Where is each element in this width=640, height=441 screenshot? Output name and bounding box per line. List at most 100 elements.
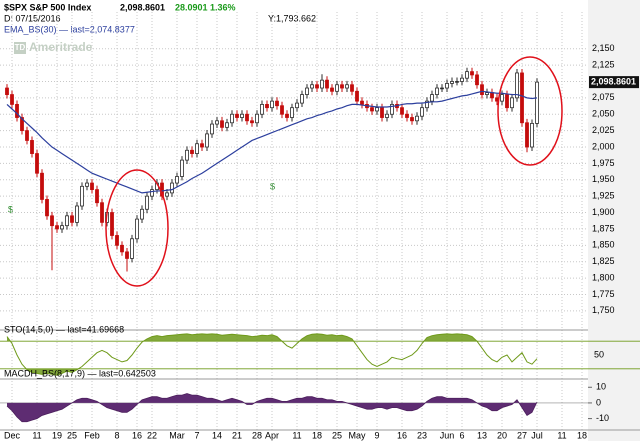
logo-box (14, 42, 26, 54)
candle-body (380, 107, 384, 118)
date-label: D: 07/15/2016 (4, 13, 61, 23)
candle-body (65, 215, 69, 227)
candle-body (415, 115, 419, 122)
candle-body (145, 195, 149, 210)
candle-body (505, 94, 509, 109)
candle-body (255, 113, 259, 124)
cursor-label: Y:1,793.662 (268, 13, 316, 23)
candle-body (170, 182, 174, 194)
candle-body (110, 212, 114, 236)
y-tick-label: 50 (594, 349, 604, 359)
x-tick-label: 11 (32, 430, 41, 440)
x-tick-label: Mar (169, 430, 185, 440)
logo: TD (15, 43, 26, 52)
y-tick-label: 2,075 (592, 92, 615, 102)
x-tick-label: 18 (312, 430, 322, 440)
macd-line (6, 393, 538, 423)
y-tick-label: 1,850 (592, 240, 615, 250)
candle-body (40, 172, 44, 200)
candle-body (125, 251, 129, 259)
highlight-circle (497, 56, 563, 166)
symbol-title: $SPX S&P 500 Index (4, 2, 91, 12)
candle-body (275, 100, 279, 107)
candle-body (530, 123, 534, 148)
candle-body (30, 140, 34, 154)
x-tick-label: 23 (417, 430, 427, 440)
candle-body (235, 113, 239, 118)
candle-body (55, 225, 59, 230)
x-tick-label: 6 (459, 430, 464, 440)
y-tick-label: 2,125 (592, 59, 615, 69)
candle-body (220, 120, 224, 128)
candle-body (340, 84, 344, 89)
candle-body (240, 113, 244, 118)
plot: Dec 11 19 25 Feb 8 16 22 Mar 7 14 21 28 Apr 11 18 25 May 9… (0, 12, 640, 440)
candle-body (175, 176, 179, 184)
candle-body (410, 117, 414, 122)
candle-body (315, 84, 319, 89)
x-tick-label: Dec (4, 430, 21, 440)
y-tick-label: 1,750 (592, 305, 615, 315)
y-tick-label: 1,875 (592, 223, 615, 233)
x-tick-label: 21 (232, 430, 242, 440)
candle-body (115, 235, 119, 246)
x-tick-label: Feb (84, 430, 100, 440)
candle-body (75, 205, 79, 223)
candle-body (150, 189, 154, 197)
y-tick-label: 0 (596, 397, 601, 407)
axis-panel (588, 0, 640, 441)
price-box-label: 2,098.8601 (591, 77, 636, 87)
candle-body (205, 133, 209, 148)
candle-body (300, 94, 304, 104)
candle-body (470, 71, 474, 76)
x-tick-label: 8 (114, 430, 119, 440)
candle-body (525, 122, 529, 148)
x-tick-label: Apr (265, 430, 279, 440)
candle-body (260, 104, 264, 115)
candle-body (10, 94, 14, 105)
y-tick-label: 1,825 (592, 256, 615, 266)
y-tick-label: 1,950 (592, 174, 615, 184)
candle-body (20, 117, 24, 132)
change: 28.0901 (175, 2, 208, 12)
candle-body (480, 84, 484, 95)
x-tick-label: 25 (67, 430, 77, 440)
candle-body (130, 238, 134, 259)
candle-body (120, 244, 124, 253)
x-tick-label: 25 (332, 430, 342, 440)
candle-body (460, 77, 464, 82)
y-tick-label: 1,975 (592, 158, 615, 168)
candle-body (355, 90, 359, 102)
y-tick-label: 1,775 (592, 289, 615, 299)
annotation: $ (270, 181, 275, 191)
candle-body (95, 189, 99, 204)
candle-body (270, 100, 274, 109)
sto-line (6, 333, 538, 376)
watermark: TD Ameritrade (14, 40, 93, 54)
candle-body (190, 149, 194, 154)
ema-line (6, 90, 538, 194)
candle-body (165, 192, 169, 197)
ema-label: EMA_BS(30) — last=2,074.8377 (4, 24, 135, 34)
macd-area (7, 393, 537, 422)
candle-body (90, 182, 94, 191)
candle-body (185, 149, 189, 161)
highlight-circle (105, 169, 169, 287)
x-tick-label: 14 (212, 430, 222, 440)
candle-body (360, 100, 364, 105)
candle-body (335, 84, 339, 92)
candle-body (390, 104, 394, 115)
y-tick-label: 2,150 (592, 43, 615, 53)
candle-body (295, 102, 299, 109)
x-tick-label: 16 (132, 430, 142, 440)
candle-body (85, 182, 89, 187)
candle-body (195, 143, 199, 154)
x-tick-label: 18 (577, 430, 587, 440)
candle-body (490, 92, 494, 99)
candle-body (45, 199, 49, 217)
last-price: 2,098.8601 (120, 2, 165, 12)
candle-body (450, 81, 454, 84)
candle-body (60, 225, 64, 230)
x-tick-label: 7 (194, 430, 199, 440)
candle-body (245, 113, 249, 122)
